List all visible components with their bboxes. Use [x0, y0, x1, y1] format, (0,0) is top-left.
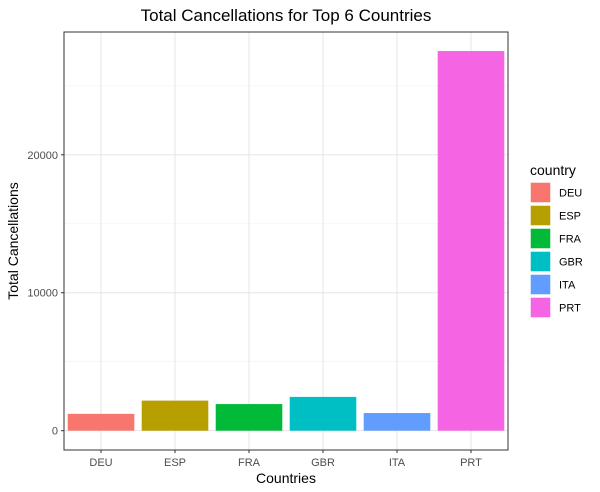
panel-background: [64, 32, 508, 450]
x-tick-label: DEU: [89, 457, 112, 469]
y-axis: 0 10000 20000: [27, 150, 64, 438]
legend-key-fra: [530, 228, 551, 249]
bar-esp: [141, 400, 209, 431]
plot-panel: [63, 31, 509, 451]
bar-fra: [215, 404, 283, 431]
panel-border: [63, 31, 509, 451]
x-tick-label: PRT: [460, 457, 482, 469]
legend-key-prt: [530, 297, 551, 318]
legend-title: country: [530, 162, 576, 178]
y-tick-label: 0: [52, 426, 58, 438]
legend-key-deu: [530, 182, 551, 203]
y-tick-label: 10000: [27, 288, 58, 300]
x-axis: DEU ESP FRA GBR ITA PRT: [89, 450, 482, 469]
bar-gbr: [289, 396, 357, 431]
x-tick-label: ITA: [389, 457, 406, 469]
legend-label: ITA: [559, 280, 576, 292]
bar-ita: [363, 413, 431, 431]
chart-title: Total Cancellations for Top 6 Countries: [141, 6, 432, 25]
bar-prt: [437, 51, 505, 431]
legend-label: PRT: [559, 303, 581, 315]
legend-label: DEU: [559, 188, 582, 200]
legend-key-ita: [530, 274, 551, 295]
legend: country DEU ESP FRA GBR ITA PRT: [530, 162, 583, 318]
y-axis-title: Total Cancellations: [5, 182, 21, 300]
x-axis-title: Countries: [256, 470, 316, 486]
legend-label: ESP: [559, 211, 581, 223]
legend-key-gbr: [530, 251, 551, 272]
x-tick-label: ESP: [164, 457, 186, 469]
legend-label: GBR: [559, 257, 583, 269]
bar-deu: [67, 413, 135, 431]
y-tick-label: 20000: [27, 150, 58, 162]
x-tick-label: GBR: [311, 457, 335, 469]
legend-label: FRA: [559, 234, 582, 246]
legend-key-esp: [530, 205, 551, 226]
x-tick-label: FRA: [238, 457, 261, 469]
